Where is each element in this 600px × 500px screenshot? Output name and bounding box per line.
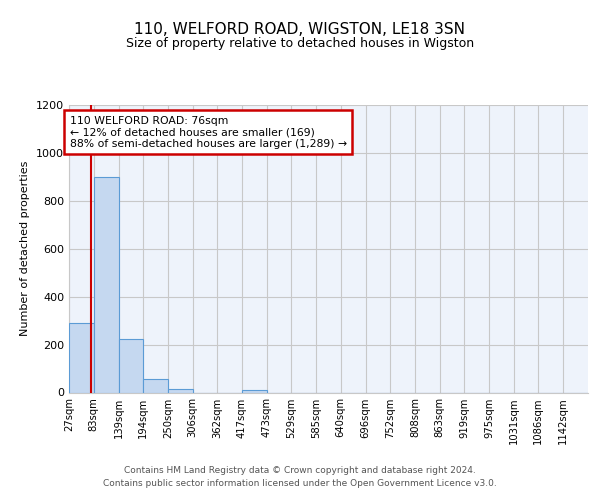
Bar — [94, 177, 119, 392]
Bar — [69, 323, 94, 392]
Bar — [242, 390, 266, 392]
Bar — [119, 338, 143, 392]
Y-axis label: Number of detached properties: Number of detached properties — [20, 161, 31, 336]
Text: Size of property relative to detached houses in Wigston: Size of property relative to detached ho… — [126, 38, 474, 51]
Text: 110 WELFORD ROAD: 76sqm
← 12% of detached houses are smaller (169)
88% of semi-d: 110 WELFORD ROAD: 76sqm ← 12% of detache… — [70, 116, 347, 149]
Bar — [143, 380, 168, 392]
Text: Contains HM Land Registry data © Crown copyright and database right 2024.
Contai: Contains HM Land Registry data © Crown c… — [103, 466, 497, 487]
Text: 110, WELFORD ROAD, WIGSTON, LE18 3SN: 110, WELFORD ROAD, WIGSTON, LE18 3SN — [134, 22, 466, 38]
Bar — [168, 389, 193, 392]
